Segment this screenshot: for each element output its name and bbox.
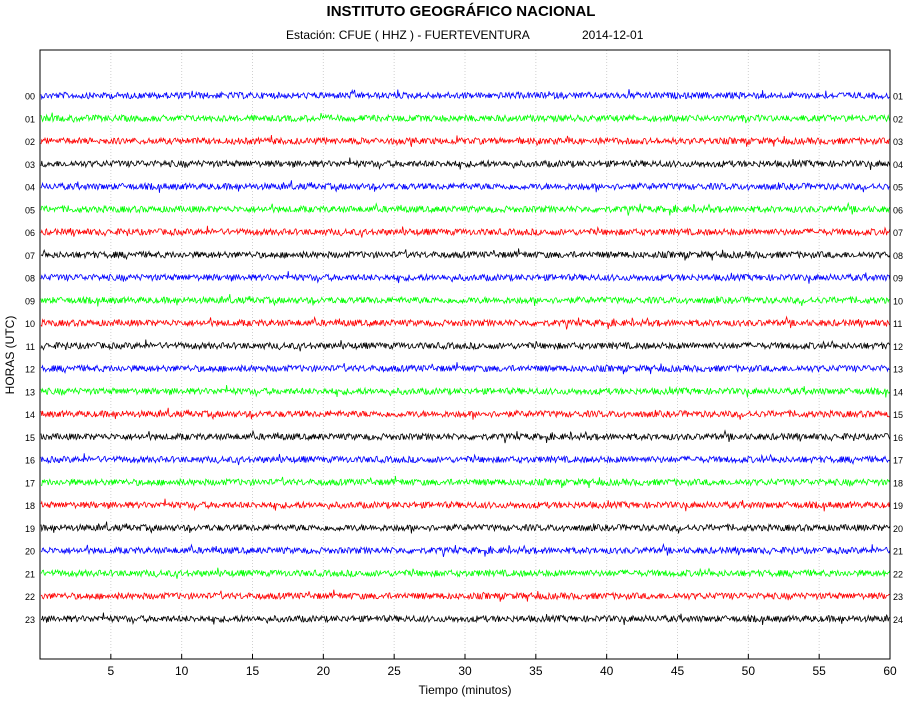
hour-label-right: 06 xyxy=(893,205,903,215)
x-tick-label: 40 xyxy=(600,664,614,678)
x-tick-label: 5 xyxy=(107,664,114,678)
hour-label-right: 13 xyxy=(893,365,903,375)
seismic-trace-02 xyxy=(40,135,891,147)
hour-label-left: 05 xyxy=(25,205,35,215)
hour-label-left: 21 xyxy=(25,569,35,579)
hour-label-left: 17 xyxy=(25,478,35,488)
seismic-trace-16 xyxy=(40,453,891,466)
page-title: INSTITUTO GEOGRÁFICO NACIONAL xyxy=(326,3,596,20)
hour-label-left: 03 xyxy=(25,160,35,170)
hour-label-left: 18 xyxy=(25,501,35,511)
x-tick-label: 55 xyxy=(812,664,826,678)
seismic-trace-19 xyxy=(40,521,891,534)
seismic-trace-09 xyxy=(40,294,890,307)
hour-label-right: 01 xyxy=(893,92,903,102)
x-axis-label: Tiempo (minutos) xyxy=(419,683,512,697)
seismic-traces xyxy=(40,88,891,626)
left-hour-labels: 00 01 02 03 04 05 06 07 08 09 10 11 12 13 14 15 16 17 18 19… xyxy=(25,92,35,625)
hour-label-right: 05 xyxy=(893,183,903,193)
hour-label-right: 16 xyxy=(893,433,903,443)
station-label: Estación: CFUE ( HHZ ) - FUERTEVENTURA xyxy=(286,28,530,42)
x-axis-ticks: 5 10 15 20 25 30 35 40 45 50 55 60 xyxy=(107,654,897,678)
seismic-trace-06 xyxy=(40,225,891,238)
x-tick-label: 45 xyxy=(671,664,685,678)
seismic-trace-23 xyxy=(40,612,891,626)
seismic-trace-18 xyxy=(40,498,891,512)
hour-label-right: 07 xyxy=(893,228,903,238)
hour-label-left: 22 xyxy=(25,592,35,602)
hour-label-right: 21 xyxy=(893,547,903,557)
hour-label-right: 08 xyxy=(893,251,903,261)
seismic-trace-22 xyxy=(40,589,890,602)
hour-label-left: 09 xyxy=(25,296,35,306)
hour-label-right: 22 xyxy=(893,569,903,579)
hour-label-left: 04 xyxy=(25,183,35,193)
hour-label-left: 01 xyxy=(25,114,35,124)
hour-label-left: 02 xyxy=(25,137,35,147)
hour-label-left: 07 xyxy=(25,251,35,261)
hour-label-right: 17 xyxy=(893,456,903,466)
x-tick-label: 60 xyxy=(883,664,897,678)
hour-label-right: 04 xyxy=(893,160,903,170)
hour-label-left: 15 xyxy=(25,433,35,443)
seismic-trace-12 xyxy=(40,362,891,375)
hour-label-right: 18 xyxy=(893,478,903,488)
seismic-trace-21 xyxy=(40,567,891,579)
hour-label-right: 14 xyxy=(893,387,903,397)
hour-label-left: 13 xyxy=(25,387,35,397)
hour-label-right: 19 xyxy=(893,501,903,511)
seismic-trace-17 xyxy=(40,475,891,488)
seismic-trace-03 xyxy=(40,157,891,170)
seismic-trace-00 xyxy=(40,88,890,101)
hour-label-left: 08 xyxy=(25,274,35,284)
hour-label-right: 10 xyxy=(893,296,903,306)
x-tick-label: 30 xyxy=(458,664,472,678)
x-tick-label: 10 xyxy=(175,664,189,678)
hour-label-left: 20 xyxy=(25,547,35,557)
seismic-trace-10 xyxy=(40,315,891,330)
hour-label-left: 11 xyxy=(26,342,35,352)
x-tick-label: 25 xyxy=(387,664,401,678)
hour-label-right: 23 xyxy=(893,592,903,602)
seismic-trace-20 xyxy=(40,542,891,557)
hour-label-left: 12 xyxy=(25,365,35,375)
seismic-trace-04 xyxy=(40,180,891,193)
date-label: 2014-12-01 xyxy=(582,28,644,42)
seismic-trace-07 xyxy=(40,248,891,261)
seismic-trace-11 xyxy=(40,339,891,352)
hour-label-left: 16 xyxy=(25,456,35,466)
hour-label-left: 14 xyxy=(25,410,35,420)
seismic-trace-05 xyxy=(40,201,891,216)
hour-label-right: 24 xyxy=(893,615,903,625)
seismic-trace-01 xyxy=(40,112,891,124)
hour-label-right: 02 xyxy=(893,114,903,124)
hour-label-left: 10 xyxy=(25,319,35,329)
y-axis-label: HORAS (UTC) xyxy=(3,316,17,395)
hour-label-left: 06 xyxy=(25,228,35,238)
x-tick-label: 50 xyxy=(742,664,756,678)
hour-label-right: 11 xyxy=(893,319,902,329)
seismic-trace-15 xyxy=(40,429,891,444)
hour-label-right: 20 xyxy=(893,524,903,534)
seismic-trace-08 xyxy=(40,271,891,284)
hour-label-right: 15 xyxy=(893,410,903,420)
hour-label-right: 12 xyxy=(893,342,903,352)
seismic-trace-14 xyxy=(40,407,891,421)
hour-label-right: 09 xyxy=(893,274,903,284)
seismic-trace-13 xyxy=(40,384,891,398)
hour-label-left: 23 xyxy=(25,615,35,625)
hour-label-left: 00 xyxy=(25,92,35,102)
x-tick-label: 20 xyxy=(317,664,331,678)
x-tick-label: 35 xyxy=(529,664,543,678)
right-hour-labels: 01 02 03 04 05 06 07 08 09 10 11 12 13 14 15 16 17 18 19 20… xyxy=(893,92,903,625)
x-tick-label: 15 xyxy=(246,664,260,678)
hour-label-left: 19 xyxy=(25,524,35,534)
hour-label-right: 03 xyxy=(893,137,903,147)
